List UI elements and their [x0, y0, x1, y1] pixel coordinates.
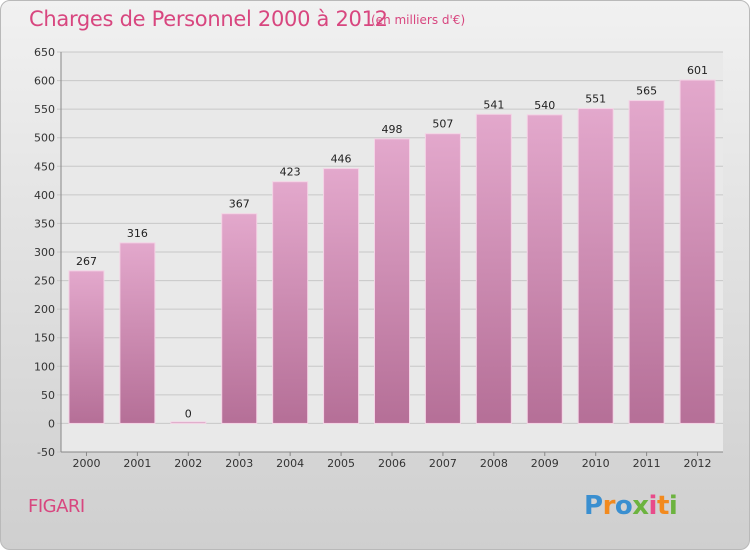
data-label: 446 — [331, 153, 352, 166]
bar-2011 — [628, 100, 665, 424]
proxiti-logo[interactable]: Proxiti — [584, 491, 678, 521]
y-tick-label: 500 — [34, 132, 55, 145]
bar-2002 — [170, 421, 207, 424]
x-tick-label: 2002 — [174, 457, 202, 470]
y-tick-label: 400 — [34, 189, 55, 202]
y-tick-label: 250 — [34, 275, 55, 288]
x-tick-label: 2005 — [327, 457, 355, 470]
x-tick-label: 2011 — [633, 457, 661, 470]
data-label: 551 — [585, 93, 606, 106]
data-label: 267 — [76, 255, 97, 268]
x-tick-label: 2008 — [480, 457, 508, 470]
data-label: 565 — [636, 85, 657, 98]
entity-name: FIGARI — [28, 496, 85, 517]
chart-subtitle: (en milliers d'€) — [371, 13, 466, 27]
y-tick-label: 550 — [34, 103, 55, 116]
y-tick-label: 0 — [48, 417, 55, 430]
bar-2001 — [119, 242, 156, 424]
x-tick-label: 2012 — [684, 457, 712, 470]
data-label: 498 — [382, 123, 403, 136]
logo-letter: i — [648, 491, 658, 521]
y-tick-label: 650 — [34, 46, 55, 59]
x-tick-label: 2007 — [429, 457, 457, 470]
logo-letter: x — [632, 491, 649, 521]
y-tick-label: 450 — [34, 160, 55, 173]
bar-2009 — [526, 114, 563, 424]
data-label: 541 — [483, 98, 504, 111]
x-tick-label: 2001 — [123, 457, 151, 470]
x-tick-label: 2009 — [531, 457, 559, 470]
logo-letter: t — [656, 491, 669, 521]
x-tick-label: 2004 — [276, 457, 304, 470]
bar-2004 — [272, 181, 309, 424]
y-tick-label: 600 — [34, 75, 55, 88]
bar-2005 — [323, 168, 360, 424]
bar-2003 — [221, 213, 258, 424]
data-label: 540 — [534, 99, 555, 112]
logo-letter: P — [584, 491, 603, 521]
bar-2010 — [577, 108, 614, 424]
x-tick-label: 2000 — [72, 457, 100, 470]
bar-2012 — [679, 79, 716, 424]
chart-title: Charges de Personnel 2000 à 2012 — [29, 7, 388, 31]
x-tick-label: 2010 — [582, 457, 610, 470]
y-tick-label: 100 — [34, 360, 55, 373]
y-tick-label: 200 — [34, 303, 55, 316]
x-tick-label: 2006 — [378, 457, 406, 470]
y-tick-label: 300 — [34, 246, 55, 259]
data-label: 0 — [185, 407, 192, 420]
data-label: 601 — [687, 64, 708, 77]
y-tick-label: -50 — [37, 446, 55, 459]
logo-letter: r — [602, 491, 616, 521]
y-tick-label: 350 — [34, 217, 55, 230]
x-tick-label: 2003 — [225, 457, 253, 470]
y-tick-label: 50 — [41, 389, 55, 402]
y-tick-label: 150 — [34, 332, 55, 345]
bar-2008 — [475, 113, 512, 424]
data-label: 367 — [229, 198, 250, 211]
logo-letter: i — [668, 491, 678, 521]
bar-2000 — [68, 270, 105, 424]
bar-2007 — [424, 133, 461, 424]
bar-2006 — [374, 138, 410, 424]
data-label: 316 — [127, 227, 148, 240]
data-label: 423 — [280, 166, 301, 179]
logo-letter: o — [614, 491, 633, 521]
data-label: 507 — [432, 118, 453, 131]
